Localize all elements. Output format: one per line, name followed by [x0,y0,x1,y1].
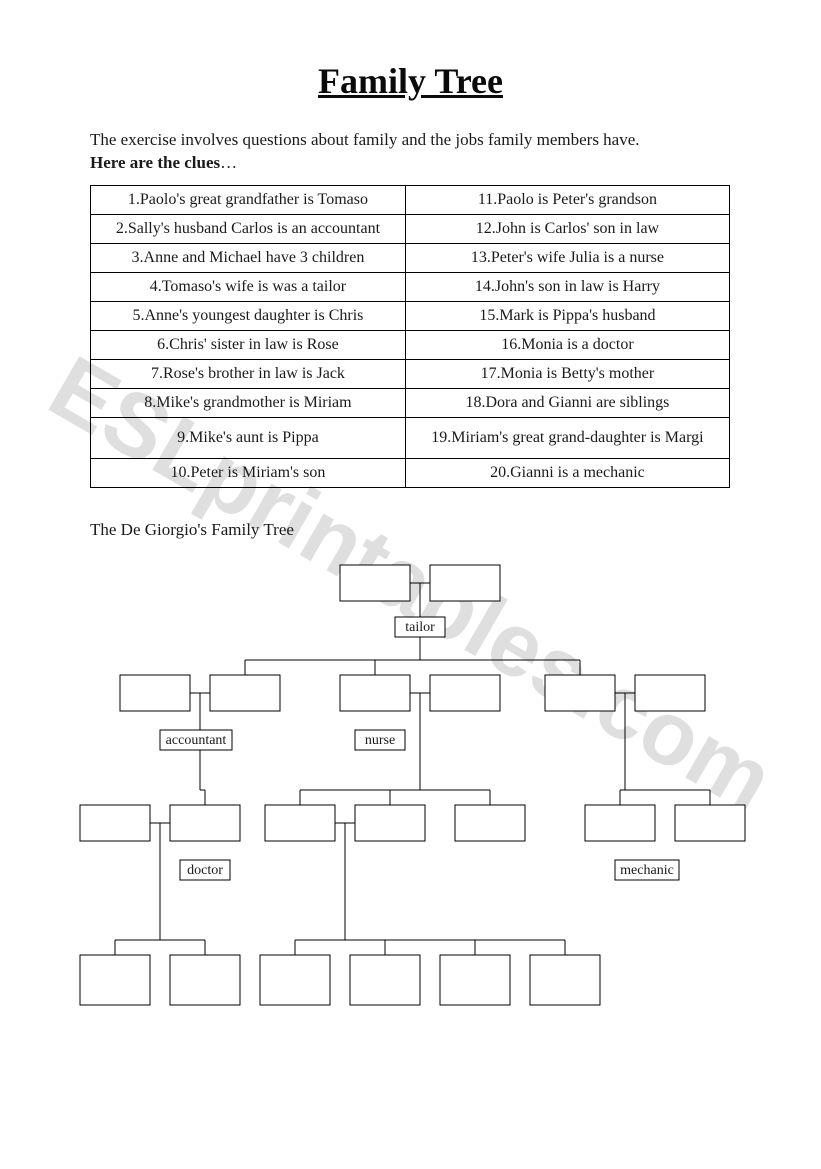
svg-text:tailor: tailor [405,620,435,635]
clues-ellipsis: … [220,153,237,172]
clue-cell-left: 8.Mike's grandmother is Miriam [91,389,406,418]
intro-text: The exercise involves questions about fa… [90,130,640,150]
clue-cell-right: 15.Mark is Pippa's husband [405,302,729,331]
svg-text:accountant: accountant [166,733,227,748]
clue-cell-left: 4.Tomaso's wife is was a tailor [91,273,406,302]
table-row: 10.Peter is Miriam's son20.Gianni is a m… [91,459,730,488]
clue-cell-right: 12.John is Carlos' son in law [405,215,729,244]
clue-cell-left: 2.Sally's husband Carlos is an accountan… [91,215,406,244]
svg-text:nurse: nurse [365,733,395,748]
table-row: 8.Mike's grandmother is Miriam18.Dora an… [91,389,730,418]
clue-cell-left: 5.Anne's youngest daughter is Chris [91,302,406,331]
clue-cell-left: 1.Paolo's great grandfather is Tomaso [91,186,406,215]
table-row: 6.Chris' sister in law is Rose16.Monia i… [91,331,730,360]
clue-cell-right: 17.Monia is Betty's mother [405,360,729,389]
clue-cell-right: 16.Monia is a doctor [405,331,729,360]
clue-cell-left: 6.Chris' sister in law is Rose [91,331,406,360]
svg-text:mechanic: mechanic [620,863,674,878]
svg-text:doctor: doctor [187,863,223,878]
clue-cell-left: 3.Anne and Michael have 3 children [91,244,406,273]
clue-cell-right: 13.Peter's wife Julia is a nurse [405,244,729,273]
clue-cell-right: 20.Gianni is a mechanic [405,459,729,488]
family-tree-diagram: tailor accountant nurse doctor mechanic [60,555,760,1135]
clue-cell-left: 10.Peter is Miriam's son [91,459,406,488]
table-row: 3.Anne and Michael have 3 children13.Pet… [91,244,730,273]
clues-table: 1.Paolo's great grandfather is Tomaso11.… [90,185,730,488]
table-row: 1.Paolo's great grandfather is Tomaso11.… [91,186,730,215]
clue-cell-right: 19.Miriam's great grand-daughter is Marg… [405,418,729,459]
table-row: 4.Tomaso's wife is was a tailor14.John's… [91,273,730,302]
clue-cell-left: 7.Rose's brother in law is Jack [91,360,406,389]
diagram-subtitle: The De Giorgio's Family Tree [90,520,294,540]
table-row: 5.Anne's youngest daughter is Chris15.Ma… [91,302,730,331]
clues-heading-bold: Here are the clues [90,153,220,172]
clue-cell-left: 9.Mike's aunt is Pippa [91,418,406,459]
table-row: 9.Mike's aunt is Pippa19.Miriam's great … [91,418,730,459]
page-title: Family Tree [0,60,821,102]
table-row: 7.Rose's brother in law is Jack17.Monia … [91,360,730,389]
clue-cell-right: 18.Dora and Gianni are siblings [405,389,729,418]
clues-heading: Here are the clues… [90,153,237,173]
clue-cell-right: 14.John's son in law is Harry [405,273,729,302]
table-row: 2.Sally's husband Carlos is an accountan… [91,215,730,244]
worksheet-page: ESLprintables.com Family Tree The exerci… [0,0,821,1169]
clue-cell-right: 11.Paolo is Peter's grandson [405,186,729,215]
